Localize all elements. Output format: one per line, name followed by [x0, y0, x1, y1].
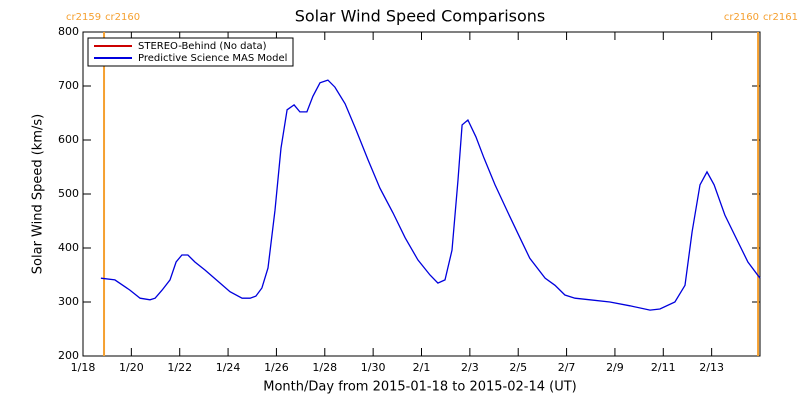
x-tick-label: 1/26 [264, 361, 289, 374]
series-line [100, 79, 761, 311]
y-tick-label: 600 [58, 133, 79, 146]
x-tick-label: 2/7 [558, 361, 576, 374]
y-tick-label: 500 [58, 187, 79, 200]
y-axis-label: Solar Wind Speed (km/s) [31, 114, 46, 274]
x-tick-label: 1/22 [167, 361, 192, 374]
x-tick-label: 1/18 [71, 361, 96, 374]
rotation-label-part: cr2160 [105, 12, 140, 23]
legend-label: Predictive Science MAS Model [138, 53, 287, 64]
x-tick-label: 2/3 [461, 361, 479, 374]
y-tick-label: 700 [58, 79, 79, 92]
rotation-label: cr2159 cr2160 [66, 12, 140, 23]
legend-label: STEREO-Behind (No data) [138, 41, 267, 52]
chart-title: Solar Wind Speed Comparisons [295, 7, 546, 26]
x-tick-label: 1/24 [216, 361, 241, 374]
x-tick-label: 2/13 [699, 361, 724, 374]
x-axis-label: Month/Day from 2015-01-18 to 2015-02-14 … [263, 380, 576, 395]
rotation-label-part: cr2159 [66, 12, 101, 23]
rotation-label: cr2160 cr2161 [724, 12, 798, 23]
y-tick-label: 300 [58, 295, 79, 308]
rotation-label-part: cr2161 [763, 12, 798, 23]
x-tick-label: 1/30 [361, 361, 386, 374]
x-tick-label: 2/1 [413, 361, 431, 374]
y-tick-label: 400 [58, 241, 79, 254]
x-tick-label: 1/20 [119, 361, 144, 374]
legend-box [87, 37, 294, 67]
x-tick-label: 2/11 [651, 361, 676, 374]
x-tick-label: 2/9 [606, 361, 624, 374]
y-tick-label: 200 [58, 349, 79, 362]
plot-frame [82, 31, 761, 357]
y-tick-label: 800 [58, 25, 79, 38]
x-tick-label: 1/28 [312, 361, 337, 374]
rotation-label-part: cr2160 [724, 12, 759, 23]
x-tick-label: 2/5 [509, 361, 527, 374]
